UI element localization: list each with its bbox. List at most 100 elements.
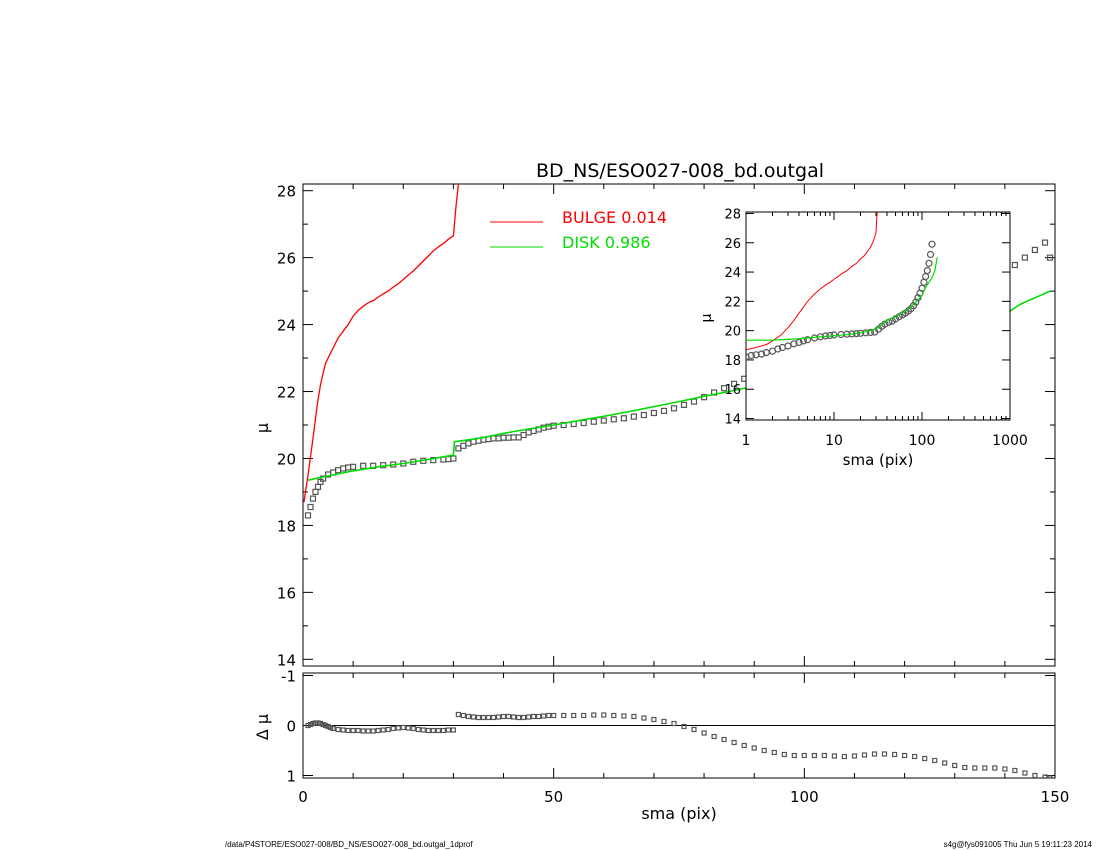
residual-marker: [370, 728, 376, 734]
residual-marker: [525, 714, 532, 720]
residual-marker: [425, 727, 431, 734]
residual-marker: [355, 727, 361, 734]
residual-marker: [390, 725, 396, 732]
footer-left-path: /data/P4STORE/ESO027-008/BD_NS/ESO027-00…: [225, 840, 473, 849]
residual-marker: [375, 727, 381, 734]
residual-y-tick-label: 0: [286, 718, 296, 736]
residual-marker: [691, 726, 697, 733]
y-tick-label: 22: [277, 384, 296, 402]
residual-marker: [621, 713, 627, 719]
x-axis-label: sma (pix): [641, 804, 716, 823]
residual-y-axis-label: Δ μ: [253, 714, 272, 740]
residual-marker: [450, 727, 456, 733]
data-marker: [307, 503, 314, 511]
residual-marker: [891, 751, 898, 758]
inset-y-tick-label: 18: [724, 354, 741, 369]
residual-marker: [470, 714, 477, 720]
residual-marker: [791, 752, 797, 759]
data-marker: [600, 417, 607, 424]
data-marker: [345, 464, 352, 471]
residual-marker: [420, 727, 426, 733]
x-tick-label: 50: [544, 788, 563, 806]
residual-marker: [475, 714, 482, 721]
residual-marker: [1032, 772, 1038, 778]
residual-marker: [380, 727, 386, 733]
residual-marker: [430, 727, 436, 734]
inset-data-marker: [747, 351, 755, 360]
y-tick-label: 20: [277, 450, 296, 468]
residual-marker: [982, 765, 988, 771]
data-marker: [1041, 239, 1049, 246]
residual-marker: [455, 711, 461, 718]
data-marker: [360, 462, 367, 469]
residual-marker: [435, 727, 441, 734]
residual-marker: [405, 725, 411, 731]
data-marker: [465, 440, 472, 447]
residual-marker: [440, 727, 446, 734]
residual-marker: [721, 736, 727, 743]
data-marker: [309, 495, 317, 502]
data-marker: [580, 419, 587, 427]
inset-x-tick-label: 100: [909, 433, 936, 449]
inset-y-tick-label: 20: [724, 325, 741, 340]
residual-marker: [460, 712, 466, 719]
inset-data-marker: [803, 336, 812, 344]
residual-marker: [731, 739, 737, 746]
residual-marker: [811, 752, 818, 759]
residual-marker: [520, 714, 527, 721]
residual-marker: [505, 713, 512, 720]
residual-marker: [500, 713, 507, 720]
inset-data-marker: [866, 328, 875, 336]
residual-marker: [751, 745, 757, 751]
data-marker: [304, 512, 312, 519]
y-tick-label: 24: [277, 317, 296, 335]
residual-marker: [465, 713, 471, 720]
residual-marker: [651, 716, 657, 723]
inset-disk-line: [746, 257, 938, 341]
inset-x-tick-label: 1: [742, 433, 751, 449]
data-marker: [490, 435, 497, 442]
inset-data-marker: [923, 267, 931, 275]
data-marker: [650, 409, 658, 417]
data-marker: [455, 445, 462, 452]
inset-y-tick-label: 14: [724, 413, 741, 428]
residual-marker: [952, 762, 958, 769]
residual-marker: [851, 753, 858, 759]
residual-marker: [681, 723, 687, 730]
data-marker: [350, 463, 357, 470]
residual-marker: [350, 727, 356, 734]
residual-marker: [801, 752, 807, 759]
residual-marker: [345, 727, 351, 734]
y-tick-label: 26: [277, 250, 296, 268]
residual-marker: [330, 725, 336, 732]
inset-y-tick-label: 26: [724, 237, 741, 252]
inset-data-marker: [757, 350, 766, 358]
y-axis-label: μ: [253, 423, 272, 433]
data-marker: [520, 431, 527, 439]
x-tick-label: 100: [790, 788, 819, 806]
x-tick-label: 150: [1041, 788, 1070, 806]
data-marker: [510, 434, 517, 441]
data-marker: [450, 455, 457, 462]
data-marker: [720, 385, 728, 392]
inset-data-marker: [925, 259, 933, 267]
residual-marker: [360, 728, 366, 734]
data-marker: [495, 435, 502, 442]
residual-marker: [445, 727, 451, 733]
residual-marker: [661, 718, 667, 725]
residual-marker: [922, 755, 928, 762]
data-marker: [1046, 254, 1054, 261]
data-marker: [445, 456, 452, 463]
y-tick-label: 16: [277, 584, 296, 602]
residual-marker: [591, 712, 597, 718]
residual-marker: [1012, 767, 1018, 774]
residual-marker: [335, 726, 341, 733]
residual-marker: [480, 714, 487, 721]
y-tick-label: 28: [277, 183, 296, 201]
residual-marker: [400, 724, 406, 731]
residual-marker: [317, 720, 324, 727]
residual-marker: [771, 749, 777, 756]
residual-marker: [911, 753, 918, 760]
residual-marker: [385, 726, 391, 733]
residual-y-tick-label: 1: [286, 768, 296, 786]
